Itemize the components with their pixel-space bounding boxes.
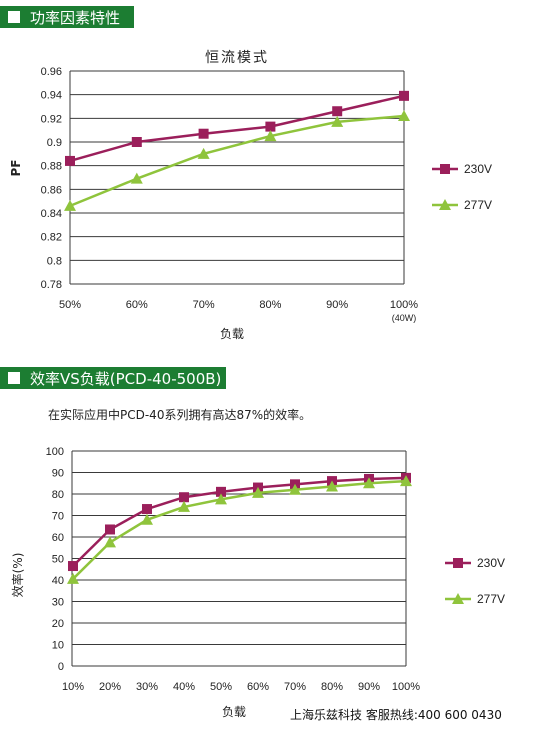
- section-title-pf: 功率因素特性: [30, 8, 121, 27]
- data-point-277V: [400, 475, 412, 487]
- x-tick-sublabel: (40W): [392, 313, 417, 323]
- y-tick-label: 30: [52, 597, 64, 609]
- y-tick-label: 100: [46, 446, 64, 458]
- x-tick-label: 80%: [321, 681, 343, 693]
- data-point-230V: [399, 90, 409, 101]
- data-point-277V: [326, 480, 338, 492]
- y-tick-label: 40: [52, 575, 64, 587]
- data-point-277V: [363, 477, 375, 489]
- y-tick-label: 0.86: [41, 184, 62, 196]
- x-axis-label: 负载: [222, 705, 246, 719]
- y-axis-label: PF: [9, 160, 23, 177]
- x-tick-label: 60%: [126, 299, 148, 311]
- data-point-277V: [289, 483, 301, 495]
- data-point-277V: [130, 172, 143, 184]
- x-tick-label: 10%: [62, 681, 84, 693]
- y-tick-label: 10: [52, 640, 64, 652]
- y-tick-label: 0.9: [47, 137, 62, 149]
- x-tick-label: 20%: [99, 681, 121, 693]
- chart-title: 恒流模式: [205, 50, 269, 66]
- square-bullet-icon: [8, 11, 20, 23]
- data-point-230V: [68, 561, 78, 572]
- data-point-277V: [104, 536, 116, 548]
- legend-marker-230V: [440, 164, 450, 174]
- data-point-277V: [64, 199, 76, 211]
- x-tick-label: 100%: [390, 299, 418, 311]
- series-line-277V: [72, 479, 407, 580]
- y-axis-label: 效率(%): [10, 553, 25, 598]
- legend-label-277V: 277V: [477, 592, 505, 606]
- y-tick-label: 0.94: [41, 90, 62, 102]
- data-point-277V: [398, 109, 410, 121]
- square-bullet-icon: [8, 372, 20, 384]
- y-tick-label: 60: [52, 532, 64, 544]
- x-tick-label: 70%: [284, 681, 306, 693]
- data-point-230V: [65, 155, 75, 166]
- x-tick-label: 50%: [210, 681, 232, 693]
- data-point-230V: [265, 121, 276, 132]
- legend-label-230V: 230V: [464, 162, 492, 176]
- x-tick-label: 70%: [193, 299, 215, 311]
- y-tick-label: 70: [52, 511, 64, 523]
- x-tick-label: 100%: [392, 681, 420, 693]
- x-tick-label: 80%: [259, 299, 281, 311]
- section-header-pf: 功率因素特性: [0, 6, 134, 28]
- data-point-230V: [216, 486, 226, 497]
- section-title-efficiency: 效率VS负载(PCD-40-500B): [30, 369, 222, 388]
- series-line-230V: [69, 94, 405, 163]
- y-tick-label: 0.84: [41, 208, 62, 220]
- y-tick-label: 0.96: [41, 66, 62, 78]
- y-tick-label: 50: [52, 554, 64, 566]
- data-point-230V: [198, 128, 209, 139]
- x-tick-label: 30%: [136, 681, 158, 693]
- data-point-230V: [131, 137, 142, 147]
- y-tick-label: 20: [52, 618, 64, 630]
- data-point-277V: [141, 513, 153, 525]
- efficiency-intro-text: 在实际应用中PCD-40系列拥有高达87%的效率。: [48, 408, 312, 422]
- y-tick-label: 0.8: [47, 255, 62, 267]
- data-point-277V: [197, 147, 210, 159]
- y-tick-label: 0.78: [41, 279, 62, 291]
- x-axis-label: 负载: [220, 327, 244, 341]
- legend-marker-277V: [452, 593, 464, 604]
- y-tick-label: 90: [52, 468, 64, 480]
- x-tick-label: 60%: [247, 681, 269, 693]
- data-point-277V: [215, 493, 227, 505]
- series-line-277V: [69, 114, 405, 208]
- y-tick-label: 0.92: [41, 113, 62, 125]
- y-tick-label: 0.88: [41, 161, 62, 173]
- footer-contact: 上海乐兹科技 客服热线:400 600 0430: [290, 708, 502, 722]
- data-point-277V: [178, 500, 190, 512]
- series-line-230V: [72, 476, 407, 567]
- y-tick-label: 80: [52, 489, 64, 501]
- section-header-efficiency: 效率VS负载(PCD-40-500B): [0, 367, 226, 389]
- legend-label-230V: 230V: [477, 556, 505, 570]
- data-point-230V: [179, 492, 189, 503]
- data-point-230V: [105, 524, 115, 535]
- y-tick-label: 0.82: [41, 232, 62, 244]
- x-tick-label: 90%: [326, 299, 348, 311]
- legend-label-277V: 277V: [464, 198, 492, 212]
- x-tick-label: 50%: [59, 299, 81, 311]
- data-point-277V: [252, 486, 264, 498]
- x-tick-label: 90%: [358, 681, 380, 693]
- data-point-230V: [332, 106, 343, 117]
- data-point-230V: [142, 504, 152, 515]
- x-tick-label: 40%: [173, 681, 195, 693]
- legend-marker-277V: [439, 199, 451, 210]
- data-point-277V: [331, 115, 344, 127]
- data-point-277V: [264, 130, 277, 142]
- y-tick-label: 0: [58, 661, 64, 673]
- legend-marker-230V: [453, 558, 463, 568]
- data-point-277V: [67, 572, 79, 584]
